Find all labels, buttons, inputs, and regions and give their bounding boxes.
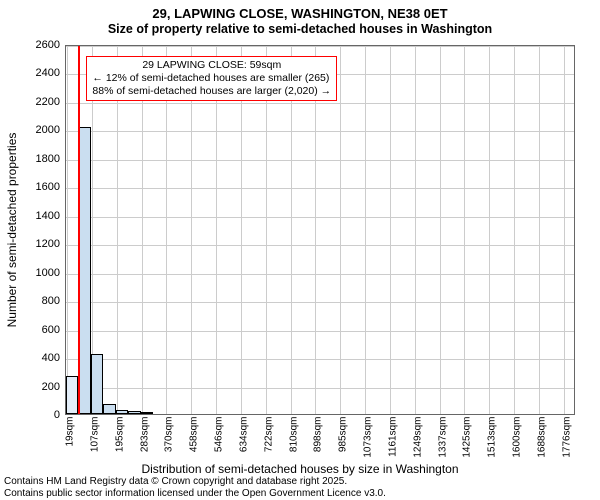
- x-tick-label: 1161sqm: [387, 417, 398, 465]
- x-tick-label: 1513sqm: [487, 417, 498, 465]
- gridline-v: [390, 46, 391, 414]
- footer-line-1: Contains HM Land Registry data © Crown c…: [4, 476, 386, 488]
- x-tick-label: 1249sqm: [412, 417, 423, 465]
- x-tick-label: 1425sqm: [462, 417, 473, 465]
- gridline-v: [415, 46, 416, 414]
- y-tick-label: 0: [5, 409, 60, 421]
- y-tick-label: 1200: [5, 238, 60, 250]
- gridline-v: [489, 46, 490, 414]
- x-tick-label: 634sqm: [238, 417, 249, 465]
- annotation-line: ← 12% of semi-detached houses are smalle…: [92, 72, 331, 85]
- x-tick-label: 1776sqm: [561, 417, 572, 465]
- y-tick-label: 600: [5, 324, 60, 336]
- chart-subtitle: Size of property relative to semi-detach…: [0, 22, 600, 36]
- x-tick-label: 283sqm: [139, 417, 150, 465]
- gridline-v: [365, 46, 366, 414]
- chart-title: 29, LAPWING CLOSE, WASHINGTON, NE38 0ET: [0, 6, 600, 21]
- gridline-v: [67, 46, 68, 414]
- x-tick-label: 1600sqm: [511, 417, 522, 465]
- gridline-v: [539, 46, 540, 414]
- y-tick-label: 2000: [5, 124, 60, 136]
- gridline-v: [514, 46, 515, 414]
- y-tick-label: 800: [5, 295, 60, 307]
- y-tick-label: 1600: [5, 181, 60, 193]
- x-tick-label: 722sqm: [263, 417, 274, 465]
- y-tick-label: 2200: [5, 96, 60, 108]
- gridline-v: [440, 46, 441, 414]
- gridline-v: [464, 46, 465, 414]
- footer-line-2: Contains public sector information licen…: [4, 488, 386, 500]
- y-tick-label: 2600: [5, 39, 60, 51]
- y-tick-label: 2400: [5, 67, 60, 79]
- x-tick-label: 898sqm: [313, 417, 324, 465]
- plot-area: 29 LAPWING CLOSE: 59sqm← 12% of semi-det…: [65, 45, 575, 415]
- histogram-bar: [91, 354, 103, 414]
- annotation-line: 29 LAPWING CLOSE: 59sqm: [92, 59, 331, 72]
- x-tick-label: 458sqm: [189, 417, 200, 465]
- x-tick-label: 810sqm: [288, 417, 299, 465]
- x-tick-label: 107sqm: [89, 417, 100, 465]
- x-tick-label: 195sqm: [114, 417, 125, 465]
- y-tick-label: 1400: [5, 210, 60, 222]
- y-tick-label: 1800: [5, 153, 60, 165]
- histogram-bar: [103, 404, 115, 414]
- x-tick-label: 1073sqm: [362, 417, 373, 465]
- annotation-line: 88% of semi-detached houses are larger (…: [92, 85, 331, 98]
- x-tick-label: 1337sqm: [437, 417, 448, 465]
- gridline-v: [340, 46, 341, 414]
- histogram-bar: [66, 376, 78, 414]
- y-tick-label: 400: [5, 352, 60, 364]
- x-axis-label: Distribution of semi-detached houses by …: [0, 462, 600, 476]
- attribution-footer: Contains HM Land Registry data © Crown c…: [4, 476, 386, 500]
- annotation-box: 29 LAPWING CLOSE: 59sqm← 12% of semi-det…: [86, 56, 337, 101]
- x-tick-label: 370sqm: [164, 417, 175, 465]
- x-tick-label: 985sqm: [338, 417, 349, 465]
- y-tick-label: 1000: [5, 267, 60, 279]
- histogram-bar: [128, 411, 140, 414]
- histogram-bar: [141, 412, 153, 414]
- gridline-v: [564, 46, 565, 414]
- x-tick-label: 546sqm: [214, 417, 225, 465]
- subject-marker-line: [78, 46, 80, 414]
- x-tick-label: 19sqm: [65, 417, 76, 465]
- y-tick-label: 200: [5, 381, 60, 393]
- histogram-bar: [116, 410, 128, 414]
- x-tick-label: 1688sqm: [536, 417, 547, 465]
